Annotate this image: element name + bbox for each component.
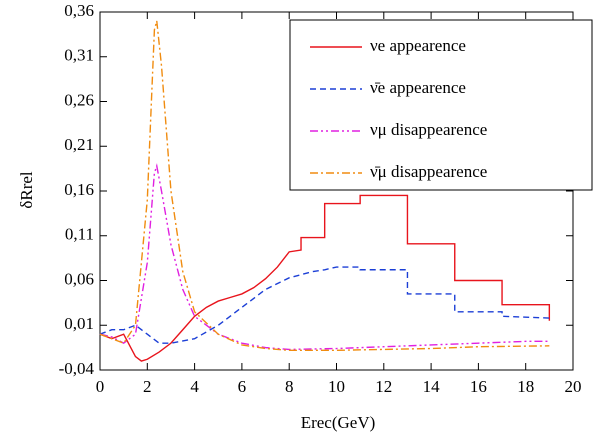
legend-box bbox=[289, 19, 593, 191]
x-tick-label: 2 bbox=[143, 377, 152, 396]
x-tick-label: 12 bbox=[375, 377, 392, 396]
legend-label: νμ disappearence bbox=[370, 120, 487, 139]
y-tick-label: 0,26 bbox=[64, 90, 94, 109]
y-tick-label: 0,36 bbox=[64, 1, 94, 20]
y-tick-label: 0,06 bbox=[64, 269, 94, 288]
legend-label: ν̄μ disappearence bbox=[370, 162, 487, 181]
x-tick-label: 10 bbox=[328, 377, 345, 396]
y-tick-label: -0,04 bbox=[59, 359, 95, 378]
y-tick-label: 0,21 bbox=[64, 135, 94, 154]
x-tick-label: 14 bbox=[423, 377, 441, 396]
series-line bbox=[99, 194, 551, 362]
legend-label: νe appearence bbox=[370, 36, 466, 55]
x-tick-label: 20 bbox=[565, 377, 582, 396]
legend: νe appearence ν̄e appearence νμ disappeare… bbox=[289, 19, 593, 191]
series-line bbox=[99, 20, 550, 352]
y-axis-label: δRrel bbox=[17, 171, 36, 209]
x-tick-label: 8 bbox=[285, 377, 294, 396]
y-tick-label: 0,31 bbox=[64, 46, 94, 65]
legend-label: ν̄e appearence bbox=[370, 78, 466, 97]
y-tick-label: 0,01 bbox=[64, 314, 94, 333]
y-tick-label: 0,11 bbox=[65, 225, 94, 244]
x-tick-label: 18 bbox=[517, 377, 534, 396]
series-line bbox=[99, 163, 550, 351]
x-axis-label: Erec(GeV) bbox=[301, 413, 376, 432]
x-tick-label: 16 bbox=[470, 377, 487, 396]
x-tick-label: 6 bbox=[238, 377, 247, 396]
series-line bbox=[99, 266, 550, 344]
x-tick-label: 4 bbox=[190, 377, 199, 396]
y-tick-label: 0,16 bbox=[64, 180, 94, 199]
x-tick-label: 0 bbox=[96, 377, 105, 396]
